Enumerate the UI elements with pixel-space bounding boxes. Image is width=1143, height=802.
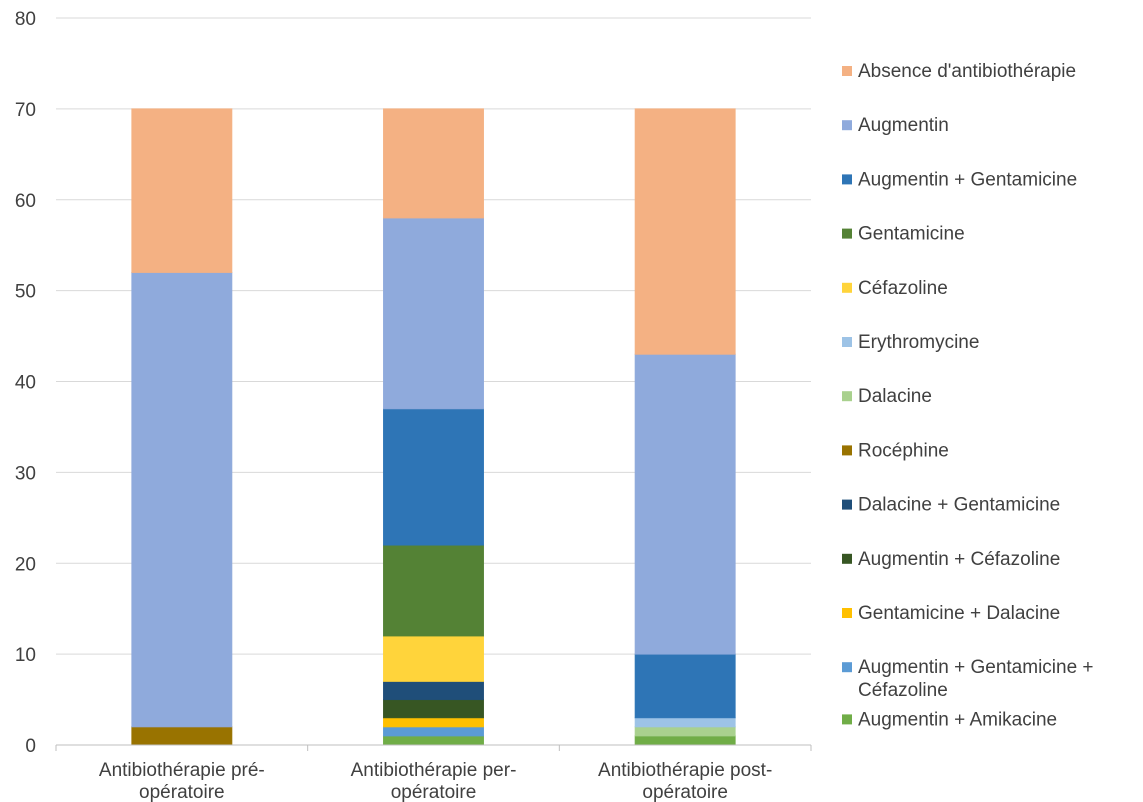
legend-swatch-gentamicine-dalacine [842, 608, 852, 618]
legend-swatch-augmentin-gentamicine [842, 174, 852, 185]
bar-segment-dalacine-cat3 [634, 726, 736, 737]
bar-segment-absence-d-antibiotherapie-cat1 [131, 108, 233, 273]
x-category-label-1: Antibiothérapie pré-opératoire [99, 760, 265, 802]
bar-segment-augmentin-cefazoline-cat2 [383, 699, 484, 719]
bar-segment-erythromycine-cat3 [634, 717, 736, 728]
legend-swatch-augmentin [842, 120, 852, 131]
bar-segment-augmentin-cat2 [383, 217, 484, 410]
legend-label-cefazoline: Céfazoline [858, 278, 948, 299]
legend-label-augmentin-amikacine: Augmentin + Amikacine [858, 709, 1057, 730]
legend-label-gentamicine-dalacine: Gentamicine + Dalacine [858, 603, 1060, 624]
bar-segment-augmentin-amikacine-cat3 [634, 735, 736, 746]
bar-segment-dalacine-gentamicine-cat2 [383, 680, 484, 701]
legend-label-rocephine: Rocéphine [858, 440, 949, 461]
legend-swatch-rocephine [842, 445, 852, 456]
legend-label-gentamicine: Gentamicine [858, 224, 965, 245]
legend: Absence d'antibiothérapie Augmentin Augmen… [842, 61, 1094, 730]
y-tick-label-40: 40 [15, 373, 36, 394]
legend-swatch-erythromycine [842, 337, 852, 347]
bar-segment-augmentin-cat1 [131, 271, 233, 728]
bar-segment-rocephine-cat1 [131, 726, 233, 746]
bars [131, 108, 736, 746]
legend-label-augmentin: Augmentin [858, 115, 949, 136]
legend-swatch-gentamicine [842, 228, 852, 239]
bar-segment-augmentin-gentamicine-cat3 [634, 653, 736, 719]
legend-label-augmentin-gentamicine: Augmentin + Gentamicine [858, 169, 1077, 190]
bar-segment-augmentin-gentamicine-cefazoline-cat2 [383, 726, 484, 737]
y-tick-label-60: 60 [15, 191, 36, 212]
y-axis: 0 10 20 30 40 50 60 70 80 [15, 9, 36, 757]
y-tick-label-10: 10 [15, 645, 36, 666]
y-tick-label-80: 80 [15, 9, 36, 30]
bar-segment-absence-d-antibiotherapie-cat3 [634, 108, 736, 355]
bar-segment-cefazoline-cat2 [383, 635, 484, 682]
legend-label-augmentin-cefazoline: Augmentin + Céfazoline [858, 549, 1060, 570]
y-tick-label-20: 20 [15, 554, 36, 575]
legend-swatch-dalacine-gentamicine [842, 499, 852, 510]
legend-swatch-augmentin-cefazoline [842, 553, 852, 564]
legend-label-erythromycine: Erythromycine [858, 332, 979, 353]
y-tick-label-50: 50 [15, 282, 36, 303]
bar-segment-augmentin-cat3 [634, 353, 736, 655]
x-axis: Antibiothérapie pré-opératoire Antibiothé… [55, 744, 812, 802]
bar-segment-augmentin-gentamicine-cat2 [383, 408, 484, 546]
bar-segment-augmentin-amikacine-cat2 [383, 735, 484, 746]
legend-label-augmentin-gentamicine-cefazoline: Augmentin + Gentamicine + Céfazoline [858, 657, 1094, 701]
x-category-label-2: Antibiothérapie per-opératoire [351, 760, 517, 802]
legend-swatch-absence-d-antibiotherapie [842, 66, 852, 76]
bar-segment-absence-d-antibiotherapie-cat2 [383, 108, 484, 219]
y-tick-label-30: 30 [15, 463, 36, 484]
legend-label-absence-d-antibiotherapie: Absence d'antibiothérapie [858, 61, 1076, 82]
legend-label-dalacine-gentamicine: Dalacine + Gentamicine [858, 495, 1060, 516]
legend-swatch-dalacine [842, 391, 852, 402]
x-category-label-3: Antibiothérapie post-opératoire [598, 760, 772, 802]
legend-swatch-augmentin-gentamicine-cefazoline [842, 662, 852, 673]
legend-swatch-augmentin-amikacine [842, 714, 852, 725]
legend-swatch-cefazoline [842, 282, 852, 293]
y-tick-label-0: 0 [25, 736, 36, 757]
y-tick-label-70: 70 [15, 100, 36, 121]
bar-segment-gentamicine-cat2 [383, 544, 484, 637]
legend-label-dalacine: Dalacine [858, 386, 932, 407]
bar-segment-gentamicine-dalacine-cat2 [383, 717, 484, 728]
